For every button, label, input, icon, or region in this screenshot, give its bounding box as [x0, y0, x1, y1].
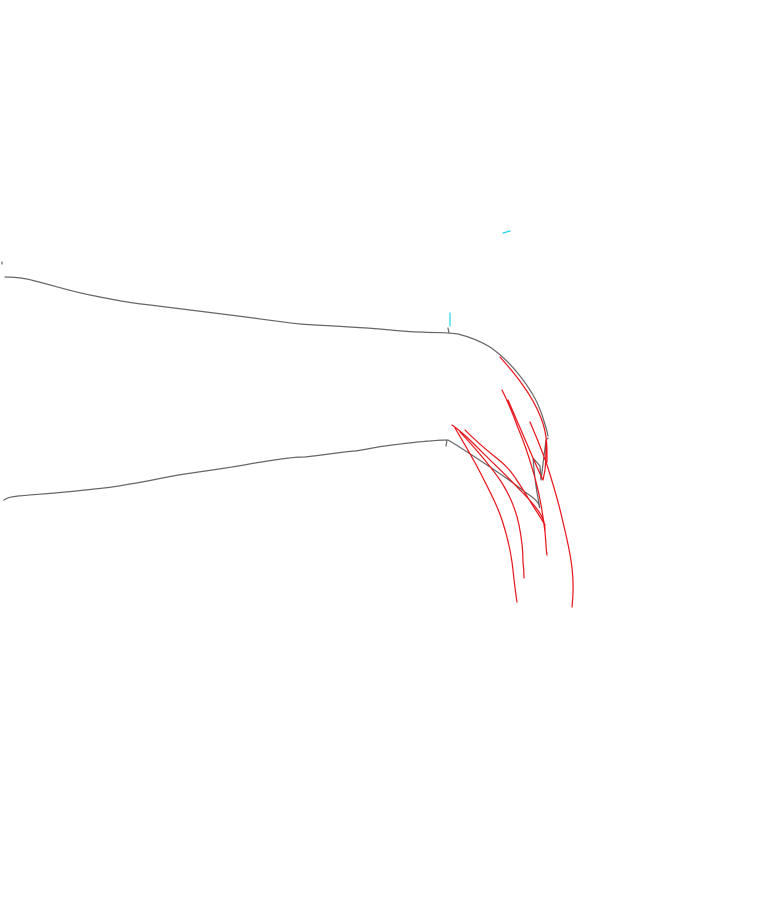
stroke [499, 356, 548, 463]
stroke [502, 230, 511, 234]
stroke [459, 431, 525, 579]
stroke [529, 421, 574, 608]
stroke [501, 389, 548, 556]
stroke [507, 399, 547, 481]
stroke [454, 427, 518, 603]
stroke [447, 327, 450, 334]
stroke [464, 429, 546, 526]
stroke [4, 276, 549, 437]
